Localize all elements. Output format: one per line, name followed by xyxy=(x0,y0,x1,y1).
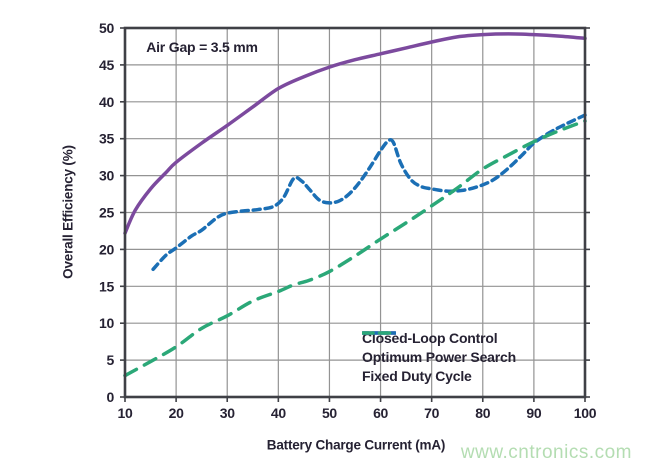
x-tick-label: 60 xyxy=(373,405,388,421)
watermark: www.cntronics.com xyxy=(460,442,632,463)
y-tick-label: 20 xyxy=(99,241,114,257)
series-line-closed-loop-control xyxy=(123,32,587,235)
y-tick-label: 30 xyxy=(99,168,114,184)
y-axis-title: Overall Efficiency (%) xyxy=(60,145,76,279)
series-line-optimum-power-search xyxy=(151,113,587,272)
x-tick-label: 40 xyxy=(271,405,286,421)
y-tick-label: 40 xyxy=(99,94,114,110)
legend-label: Fixed Duty Cycle xyxy=(362,367,472,384)
x-tick-label: 10 xyxy=(118,405,133,421)
y-tick-label: 45 xyxy=(99,57,114,73)
legend-item: Fixed Duty Cycle xyxy=(362,331,516,384)
y-tick-label: 5 xyxy=(107,352,115,368)
x-tick-label: 80 xyxy=(475,405,490,421)
y-tick-label: 50 xyxy=(99,20,114,36)
x-axis-title: Battery Charge Current (mA) xyxy=(266,437,446,453)
x-tick-label: 90 xyxy=(526,405,541,421)
y-tick-label: 15 xyxy=(99,278,114,294)
legend-item: Optimum Power Search xyxy=(362,331,516,365)
y-tick-label: 0 xyxy=(107,389,115,405)
x-tick-label: 20 xyxy=(169,405,184,421)
plot-frame xyxy=(123,26,587,399)
legend: Closed-Loop Control Optimum Power Search F… xyxy=(362,329,516,384)
y-tick-label: 25 xyxy=(99,205,114,221)
x-tick-label: 30 xyxy=(220,405,235,421)
air-gap-annotation: Air Gap = 3.5 mm xyxy=(146,39,258,55)
y-tick-label: 10 xyxy=(99,315,114,331)
series-line-fixed-duty-cycle xyxy=(123,119,587,378)
legend-label: Optimum Power Search xyxy=(362,348,516,365)
x-tick-label: 50 xyxy=(322,405,337,421)
x-tick-label: 100 xyxy=(574,405,597,421)
legend-line-sample xyxy=(362,331,396,335)
y-tick-label: 35 xyxy=(99,131,114,147)
x-tick-label: 70 xyxy=(424,405,439,421)
